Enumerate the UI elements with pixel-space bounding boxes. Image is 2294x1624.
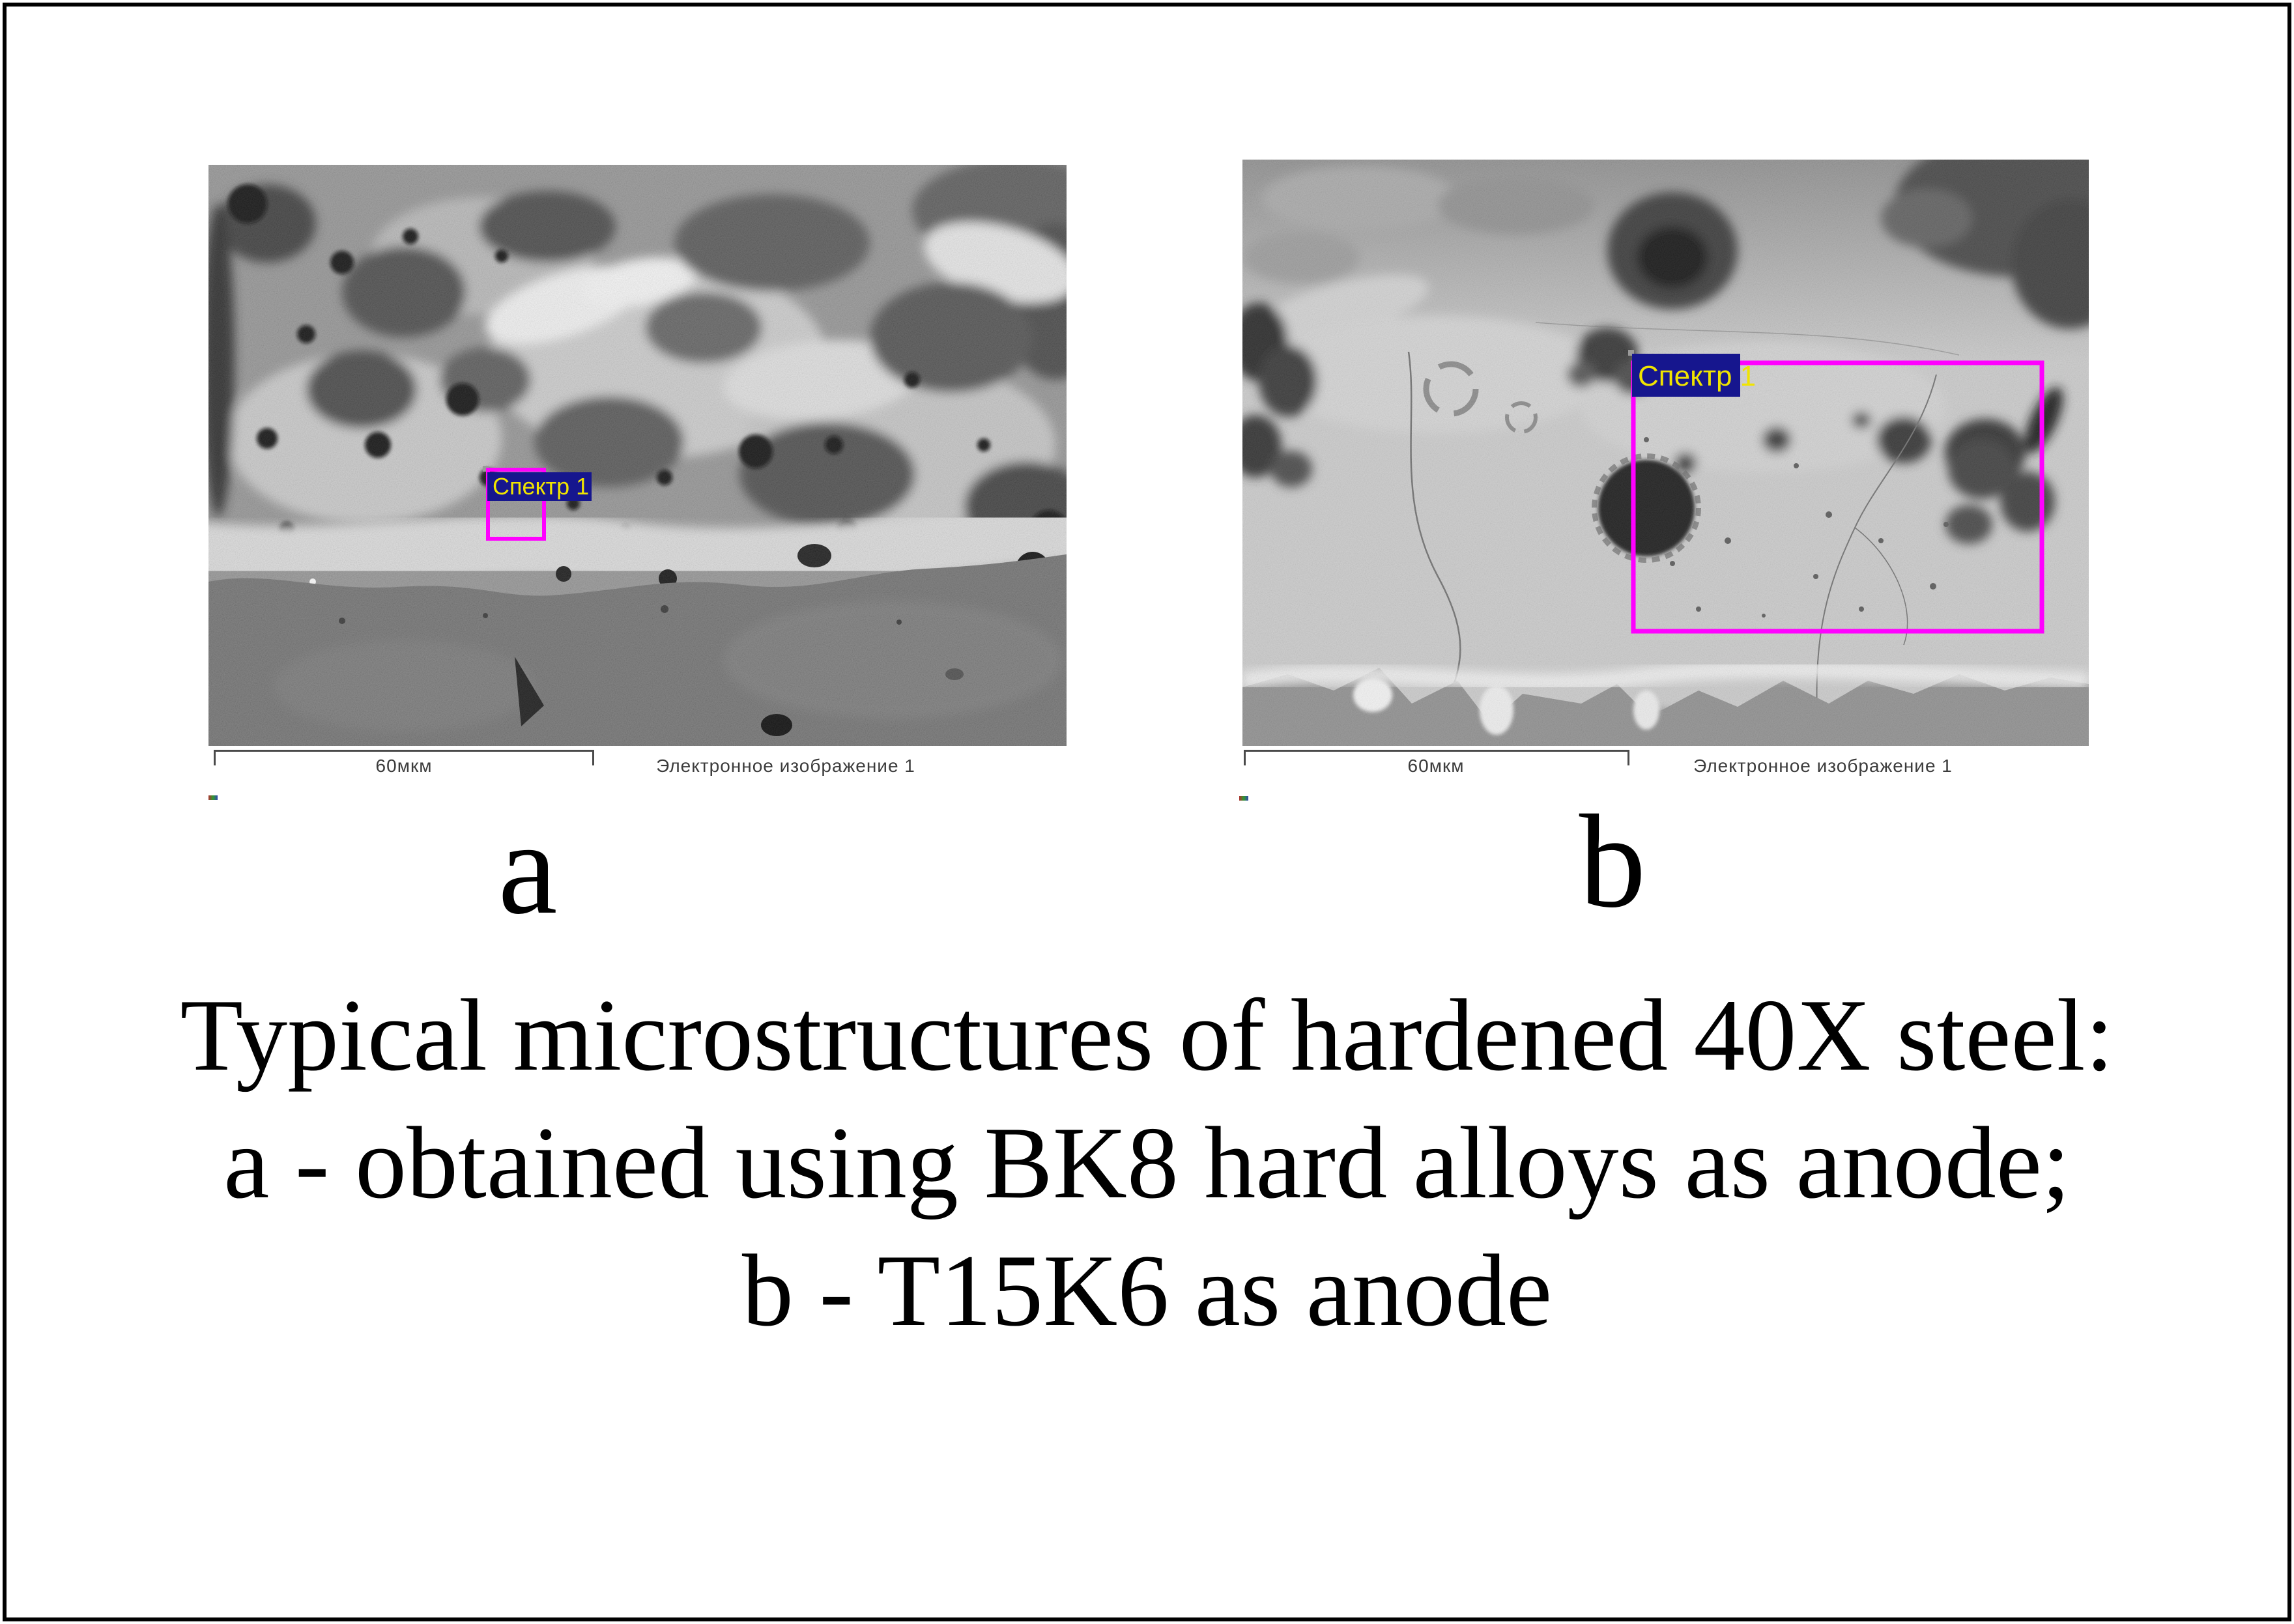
scale-bar-b	[1244, 750, 1629, 752]
panel-letter-b: b	[1579, 788, 1646, 935]
color-artifact-b	[1239, 796, 1248, 801]
caption-line-3: b - T15K6 as anode	[741, 1234, 1553, 1348]
spectrum-label-a: Спектр 1	[493, 473, 589, 500]
caption-line-2: a - obtained using BK8 hard alloys as an…	[223, 1106, 2071, 1220]
micrograph-b-grain	[1242, 160, 2089, 746]
scale-bar-b-label: 60мкм	[1407, 756, 1465, 776]
panel-letter-a: a	[498, 794, 558, 942]
spectrum-region-box-a	[486, 468, 546, 541]
scale-bar-a-right-tick	[592, 750, 594, 765]
scale-bar-b-right-tick	[1627, 750, 1629, 765]
selection-handle-b	[1628, 350, 1634, 356]
micrograph-a-image: Спектр 1	[208, 165, 1067, 746]
caption-line-1: Typical microstructures of hardened 40X …	[180, 978, 2114, 1092]
selection-handle-a	[483, 466, 489, 472]
spectrum-label-bg-b	[1632, 354, 1740, 397]
spectrum-region-box-b	[1631, 360, 2044, 634]
spectrum-label-bg-a	[487, 472, 592, 501]
scale-bar-b-left-tick	[1244, 750, 1246, 765]
micrograph-a: Спектр 1	[208, 165, 1067, 746]
image-type-b-label: Электронное изображение 1	[1693, 756, 1953, 776]
spectrum-label-b: Спектр 1	[1638, 360, 1756, 392]
color-artifact-a	[208, 795, 218, 800]
image-type-a-label: Электронное изображение 1	[656, 756, 915, 776]
scale-bar-a-left-tick	[214, 750, 216, 765]
figure-caption: Typical microstructures of hardened 40X …	[33, 972, 2261, 1355]
scale-bar-a	[214, 750, 594, 752]
scale-bar-a-label: 60мкм	[375, 756, 433, 776]
micrograph-b-image: Спектр 1	[1242, 160, 2089, 746]
micrograph-a-grain	[208, 165, 1067, 746]
micrograph-b: Спектр 1	[1242, 160, 2089, 746]
